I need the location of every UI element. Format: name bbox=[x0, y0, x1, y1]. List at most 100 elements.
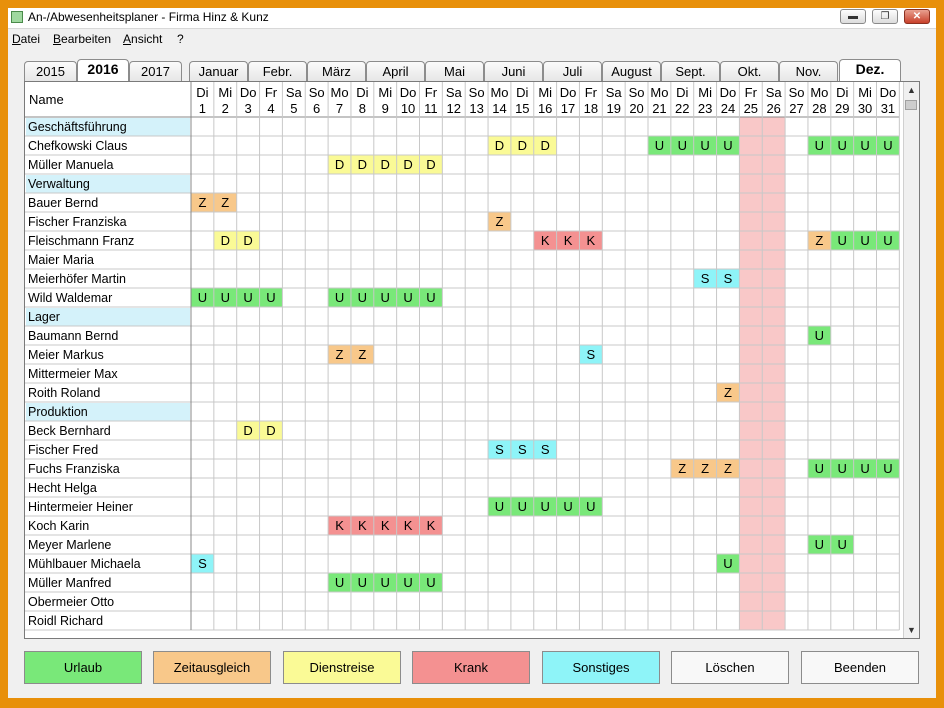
absence-cell-U[interactable] bbox=[716, 554, 740, 573]
absence-cell-U[interactable] bbox=[693, 136, 717, 155]
absence-cell-Z[interactable] bbox=[488, 212, 511, 231]
absence-cell-D[interactable] bbox=[236, 421, 260, 440]
absence-cell-U[interactable] bbox=[579, 497, 603, 516]
dienstreise-button[interactable]: Dienstreise bbox=[283, 651, 401, 684]
absence-cell-S[interactable] bbox=[191, 554, 214, 573]
absence-cell-U[interactable] bbox=[853, 459, 877, 478]
absence-cell-U[interactable] bbox=[236, 288, 260, 307]
absence-cell-K[interactable] bbox=[373, 516, 397, 535]
scroll-up-arrow-icon[interactable]: ▲ bbox=[907, 85, 916, 95]
absence-cell-D[interactable] bbox=[533, 136, 557, 155]
absence-cell-D[interactable] bbox=[213, 231, 237, 250]
absence-cell-D[interactable] bbox=[350, 155, 374, 174]
absence-cell-K[interactable] bbox=[328, 516, 351, 535]
absence-cell-Z[interactable] bbox=[807, 231, 831, 250]
tab-month-august[interactable]: August bbox=[602, 61, 661, 81]
tab-month-januar[interactable]: Januar bbox=[189, 61, 248, 81]
absence-cell-D[interactable] bbox=[396, 155, 420, 174]
absence-cell-U[interactable] bbox=[213, 288, 237, 307]
absence-cell-S[interactable] bbox=[488, 440, 511, 459]
absence-cell-S[interactable] bbox=[533, 440, 557, 459]
absence-cell-Z[interactable] bbox=[350, 345, 374, 364]
absence-cell-U[interactable] bbox=[191, 288, 214, 307]
absence-cell-Z[interactable] bbox=[213, 193, 237, 212]
absence-cell-D[interactable] bbox=[488, 136, 511, 155]
tab-month-september[interactable]: Sept. bbox=[661, 61, 720, 81]
absence-cell-U[interactable] bbox=[556, 497, 580, 516]
absence-cell-U[interactable] bbox=[533, 497, 557, 516]
minimize-button[interactable]: ▬ bbox=[840, 9, 866, 24]
absence-cell-S[interactable] bbox=[510, 440, 534, 459]
absence-cell-K[interactable] bbox=[350, 516, 374, 535]
absence-cell-U[interactable] bbox=[807, 535, 831, 554]
absence-cell-U[interactable] bbox=[373, 288, 397, 307]
absence-cell-U[interactable] bbox=[716, 136, 740, 155]
beenden-button[interactable]: Beenden bbox=[801, 651, 919, 684]
absence-cell-K[interactable] bbox=[419, 516, 443, 535]
absence-cell-U[interactable] bbox=[853, 136, 877, 155]
menu-bearbeiten[interactable]: Bearbeiten bbox=[53, 32, 112, 46]
tab-year-2017[interactable]: 2017 bbox=[129, 61, 182, 81]
krank-button[interactable]: Krank bbox=[412, 651, 530, 684]
tab-month-maerz[interactable]: März bbox=[307, 61, 366, 81]
tab-month-juni[interactable]: Juni bbox=[484, 61, 543, 81]
absence-cell-D[interactable] bbox=[373, 155, 397, 174]
close-button[interactable]: ✕ bbox=[904, 9, 930, 24]
urlaub-button[interactable]: Urlaub bbox=[24, 651, 142, 684]
tab-year-2015[interactable]: 2015 bbox=[24, 61, 77, 81]
loeschen-button[interactable]: Löschen bbox=[671, 651, 789, 684]
menu-ansicht[interactable]: Ansicht bbox=[123, 32, 163, 46]
absence-cell-K[interactable] bbox=[556, 231, 580, 250]
absence-cell-U[interactable] bbox=[259, 288, 283, 307]
absence-cell-Z[interactable] bbox=[716, 383, 740, 402]
absence-cell-U[interactable] bbox=[830, 231, 854, 250]
zeitausgleich-button[interactable]: Zeitausgleich bbox=[153, 651, 271, 684]
absence-cell-Z[interactable] bbox=[328, 345, 351, 364]
absence-cell-U[interactable] bbox=[830, 136, 854, 155]
absence-cell-U[interactable] bbox=[876, 459, 900, 478]
menu-datei[interactable]: Datei bbox=[12, 32, 41, 46]
absence-cell-U[interactable] bbox=[350, 573, 374, 592]
absence-cell-U[interactable] bbox=[419, 573, 443, 592]
absence-cell-K[interactable] bbox=[579, 231, 603, 250]
absence-cell-S[interactable] bbox=[693, 269, 717, 288]
absence-cell-U[interactable] bbox=[807, 136, 831, 155]
scroll-down-arrow-icon[interactable]: ▼ bbox=[907, 625, 916, 635]
absence-cell-D[interactable] bbox=[510, 136, 534, 155]
absence-cell-U[interactable] bbox=[830, 535, 854, 554]
tab-year-2016[interactable]: 2016 bbox=[77, 59, 129, 81]
tab-month-juli[interactable]: Juli bbox=[543, 61, 602, 81]
absence-cell-S[interactable] bbox=[579, 345, 603, 364]
absence-cell-Z[interactable] bbox=[716, 459, 740, 478]
tab-month-april[interactable]: April bbox=[366, 61, 425, 81]
absence-cell-U[interactable] bbox=[396, 573, 420, 592]
absence-cell-Z[interactable] bbox=[191, 193, 214, 212]
absence-cell-U[interactable] bbox=[510, 497, 534, 516]
absence-cell-U[interactable] bbox=[807, 459, 831, 478]
tab-month-dezember[interactable]: Dez. bbox=[839, 59, 901, 81]
absence-cell-D[interactable] bbox=[419, 155, 443, 174]
tab-month-februar[interactable]: Febr. bbox=[248, 61, 307, 81]
absence-cell-D[interactable] bbox=[328, 155, 351, 174]
absence-cell-U[interactable] bbox=[853, 231, 877, 250]
absence-cell-U[interactable] bbox=[419, 288, 443, 307]
absence-cell-U[interactable] bbox=[373, 573, 397, 592]
absence-cell-U[interactable] bbox=[328, 288, 351, 307]
absence-cell-Z[interactable] bbox=[693, 459, 717, 478]
absence-cell-K[interactable] bbox=[533, 231, 557, 250]
absence-cell-U[interactable] bbox=[830, 459, 854, 478]
maximize-button[interactable]: ❐ bbox=[872, 9, 898, 24]
absence-cell-D[interactable] bbox=[236, 231, 260, 250]
absence-cell-U[interactable] bbox=[488, 497, 511, 516]
sonstiges-button[interactable]: Sonstiges bbox=[542, 651, 660, 684]
absence-cell-U[interactable] bbox=[350, 288, 374, 307]
absence-cell-D[interactable] bbox=[259, 421, 283, 440]
tab-month-mai[interactable]: Mai bbox=[425, 61, 484, 81]
absence-cell-K[interactable] bbox=[396, 516, 420, 535]
scroll-thumb[interactable] bbox=[905, 100, 917, 110]
absence-cell-U[interactable] bbox=[328, 573, 351, 592]
absence-cell-U[interactable] bbox=[396, 288, 420, 307]
absence-cell-U[interactable] bbox=[876, 231, 900, 250]
absence-cell-U[interactable] bbox=[670, 136, 694, 155]
vertical-scrollbar[interactable]: ▲ ▼ bbox=[903, 82, 919, 638]
